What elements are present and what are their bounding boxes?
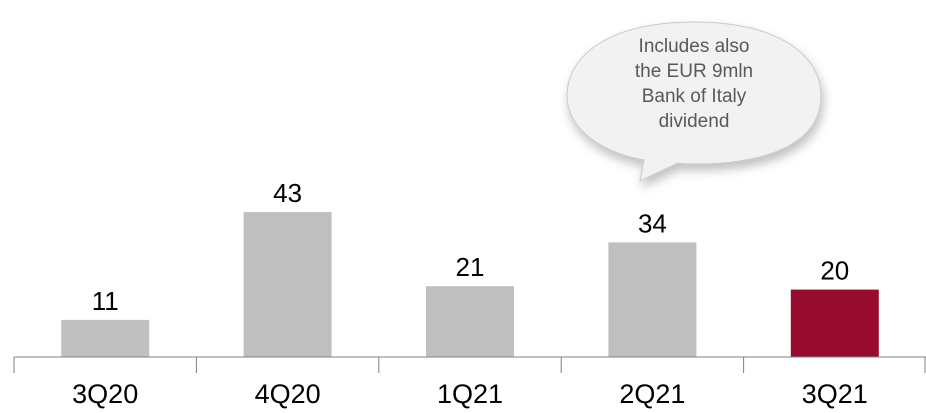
- callout-text: Includes also the EUR 9mln Bank of Italy di…: [635, 36, 753, 132]
- callout-line-1: Includes also: [639, 36, 750, 57]
- bar-3q20: [61, 319, 150, 357]
- value-labels: 11 43 21 34 20: [92, 178, 850, 316]
- callout-bubble: Includes also the EUR 9mln Bank of Italy di…: [566, 21, 822, 182]
- callout-line-2: the EUR 9mln: [635, 61, 753, 82]
- bar-3q21: [790, 289, 879, 357]
- tick-label-3q21: 3Q21: [802, 379, 868, 409]
- tick-label-3q20: 3Q20: [72, 379, 138, 409]
- bar-4q20: [243, 212, 332, 357]
- value-label-1q21: 21: [456, 252, 485, 282]
- value-label-4q20: 43: [273, 178, 302, 208]
- value-label-3q20: 11: [92, 286, 119, 316]
- tick-label-4q20: 4Q20: [255, 379, 321, 409]
- tick-label-1q21: 1Q21: [437, 379, 503, 409]
- bar-1q21: [426, 286, 514, 357]
- value-label-2q21: 34: [638, 208, 667, 238]
- value-label-3q21: 20: [820, 256, 849, 286]
- callout-line-4: dividend: [659, 111, 730, 132]
- x-axis-tick-labels: 3Q20 4Q20 1Q21 2Q21 3Q21: [72, 379, 868, 409]
- bars: [61, 212, 879, 357]
- bar-2q21: [608, 242, 697, 357]
- callout-line-3: Bank of Italy: [642, 86, 747, 107]
- callout-shape: [566, 21, 822, 182]
- tick-label-2q21: 2Q21: [619, 379, 685, 409]
- x-axis-ticks: [13, 357, 926, 373]
